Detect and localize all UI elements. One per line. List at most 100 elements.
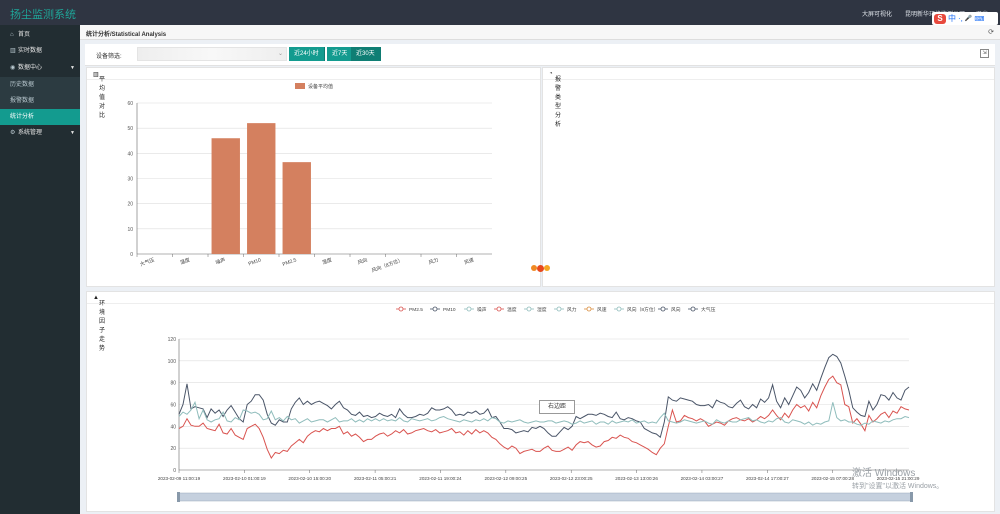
legend-marker [432, 306, 438, 312]
x-tick-label: 2023-02-13 13:00:26 [615, 476, 658, 481]
line-chart: 0 20 40 60 80 100 120 2023-02-09 11:00:19 2023-0… [158, 306, 920, 502]
ime-lang[interactable]: 中 [948, 14, 956, 23]
legend-marker [586, 306, 592, 312]
filter-bar: 设备筛选: ⌄ 近24小时 近7天 近30天 ⇲ [85, 44, 995, 66]
legend-marker [398, 306, 404, 312]
refresh-icon[interactable]: ⟳ [988, 29, 994, 36]
legend-swatch [295, 83, 305, 89]
x-tick-label: 2023-02-12 23:00:25 [550, 476, 593, 481]
legend-label: 噪声 [477, 306, 487, 313]
sidebar-item-realtime[interactable]: ▥ 实时数据 [0, 43, 80, 59]
legend-marker [466, 306, 472, 312]
trend-chart-panel: ▲ 环境因子走势 0 20 40 60 80 100 120 2023-02-09 11:00… [86, 291, 995, 512]
y-tick-label: 20 [170, 446, 176, 452]
top-navbar: 扬尘监测系统 大屏可视化 昆明新华环境监测公司 退出 [0, 0, 1000, 25]
x-tick-label: 2023-02-14 17:00:27 [746, 476, 789, 481]
panel-header: ▲ 环境因子走势 [87, 292, 994, 352]
keyboard-icon[interactable]: ⌨ [974, 15, 985, 23]
loading-dot [537, 264, 544, 272]
panel-header: ◔ 报警类型分析 [543, 68, 994, 128]
series-line-pm10 [178, 353, 910, 439]
page-header: 统计分析/Statistical Analysis ⟳ [80, 25, 1000, 40]
chart-icon: ▥ [10, 48, 16, 54]
panel-header: ▥ 平均值对比 [87, 68, 540, 119]
sidebar-item-label: 数据中心 [18, 65, 43, 71]
legend-marker [660, 306, 666, 312]
y-tick-label: 120 [168, 337, 177, 343]
x-tick-label: 风速 [463, 257, 474, 266]
y-tick-label: 50 [127, 126, 133, 132]
x-tick-label: 风力 [428, 256, 440, 266]
panel-title-text: 报警类型分析 [555, 77, 562, 128]
sidebar-item-stats[interactable]: 统计分析 [0, 109, 80, 125]
bar [247, 123, 276, 254]
home-icon: ⌂ [10, 32, 14, 38]
export-icon[interactable]: ⇲ [980, 49, 989, 58]
chevron-down-icon: ▼ [70, 130, 75, 136]
device-select[interactable]: ⌄ [137, 47, 287, 61]
bar [282, 162, 311, 254]
ime-toolbar[interactable]: S 中 ·, 🎤 ⌨ [932, 12, 998, 25]
y-tick-label: 100 [168, 359, 177, 365]
app-title[interactable]: 扬尘监测系统 [10, 9, 76, 21]
legend-label: 湿度 [537, 306, 547, 313]
y-tick-label: 60 [170, 403, 176, 409]
sidebar-item-label: 首页 [18, 32, 31, 38]
device-filter-label: 设备筛选: [96, 54, 122, 60]
windows-activation-watermark: 激活 Windows 转到"设置"以激活 Windows。 [852, 464, 943, 491]
x-tick-label: 2023-02-09 11:00:19 [158, 476, 201, 481]
x-tick-label: PM2.5 [282, 257, 298, 268]
alarm-panel-title: ◔ 报警类型分析 [549, 71, 562, 128]
legend-label: 设备平均值 [308, 83, 333, 90]
panel-title-text: 平均值对比 [99, 77, 106, 119]
y-tick-label: 80 [170, 381, 176, 387]
sidebar-item-system[interactable]: ⚙ 系统管理 ▼ [0, 125, 80, 141]
x-tick-label: 噪声 [215, 256, 227, 266]
legend-marker [616, 306, 622, 312]
nav-bigscreen[interactable]: 大屏可视化 [862, 12, 893, 18]
y-tick-label: 30 [127, 177, 133, 183]
series-line-pm25 [178, 375, 910, 459]
range-7d-button[interactable]: 近7天 [327, 47, 354, 61]
sogou-logo: S [934, 13, 946, 24]
panel-title-text: 环境因子走势 [99, 301, 106, 352]
x-tick-label: 2023-02-14 03:00:27 [681, 476, 724, 481]
x-tick-label: 湿度 [321, 256, 333, 266]
range-30d-button[interactable]: 近30天 [351, 47, 381, 61]
legend-label: PM2.5 [409, 307, 423, 313]
x-tick-label: 风向（8方位） [371, 256, 404, 274]
sidebar: ⌂ 首页 ▥ 实时数据 ◉ 数据中心 ▼ 历史数据 报警数据 统计分析 ⚙ 系统管理 ▼ [0, 25, 80, 514]
x-tick-label: 2023-02-12 09:00:25 [485, 476, 528, 481]
x-tick-label: 大气压 [139, 256, 156, 268]
alarm-type-panel: ◔ 报警类型分析 [542, 67, 995, 287]
loading-dots [531, 264, 550, 272]
y-tick-label: 10 [127, 227, 133, 233]
range-24h-button[interactable]: 近24小时 [289, 47, 325, 61]
ime-punct-icon[interactable]: ·, [958, 14, 963, 23]
database-icon: ◉ [10, 65, 16, 71]
x-tick-label: 风向 [357, 256, 369, 266]
legend-label: 风向 [671, 306, 681, 313]
y-tick-label: 0 [173, 468, 176, 474]
loading-dot [544, 265, 550, 271]
trend-panel-title: ▲ 环境因子走势 [93, 295, 106, 352]
y-tick-label: 0 [130, 252, 133, 258]
datazoom-handle-right [910, 492, 913, 502]
sidebar-item-home[interactable]: ⌂ 首页 [0, 27, 80, 43]
legend-label: 风速 [597, 307, 607, 313]
sidebar-item-history[interactable]: 历史数据 [0, 77, 80, 93]
microphone-icon[interactable]: 🎤 [964, 16, 973, 22]
watermark-line2: 转到"设置"以激活 Windows。 [852, 483, 944, 490]
sidebar-item-alarm[interactable]: 报警数据 [0, 93, 80, 109]
sidebar-item-label: 实时数据 [18, 48, 43, 54]
sidebar-item-datacenter[interactable]: ◉ 数据中心 ▼ [0, 60, 80, 76]
sidebar-item-label: 系统管理 [18, 130, 43, 136]
legend-label: PM10 [443, 307, 456, 313]
datazoom-slider [178, 492, 912, 502]
y-tick-label: 40 [127, 151, 133, 157]
y-tick-label: 20 [127, 202, 133, 208]
legend-label: 风向（8方位） [627, 306, 658, 313]
datazoom-handle-left [177, 492, 180, 502]
x-tick-label: 2023-02-11 19:00:24 [419, 476, 462, 481]
bar-panel-title: ▥ 平均值对比 [93, 72, 106, 119]
